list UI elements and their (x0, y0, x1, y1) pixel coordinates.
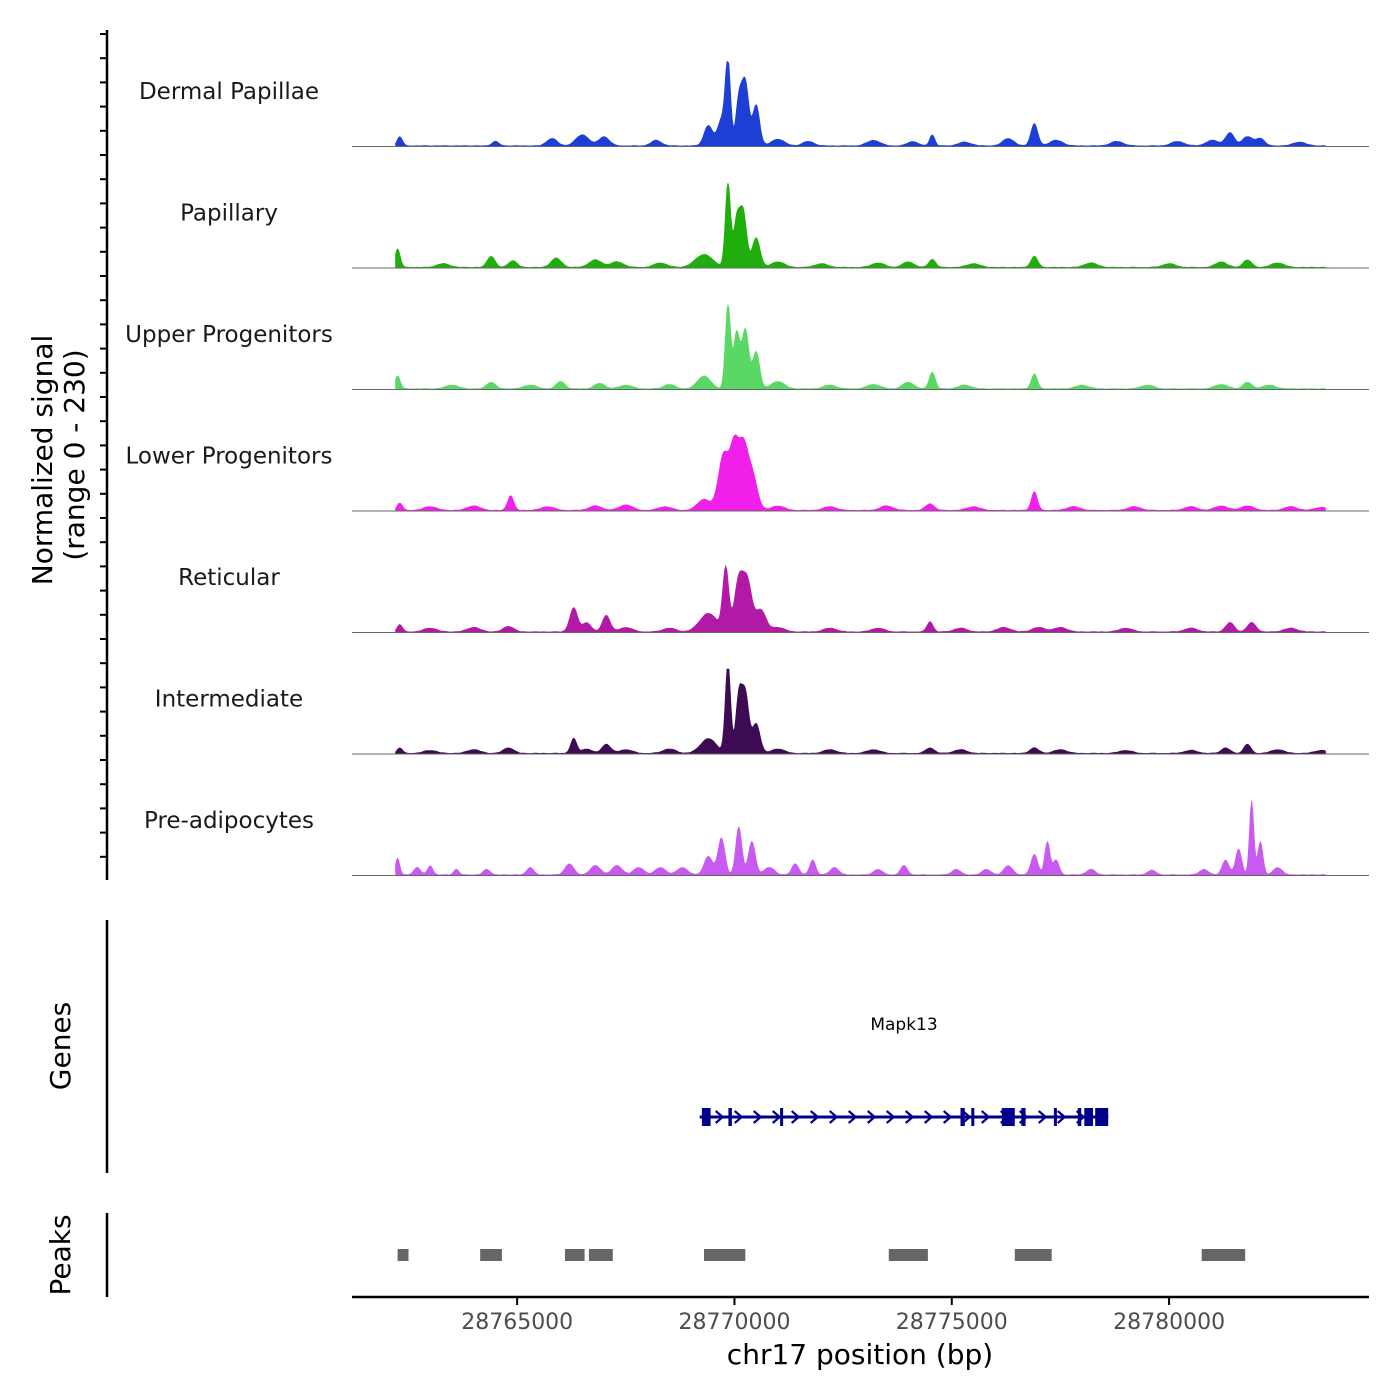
peak-region (704, 1249, 746, 1261)
coverage-area (395, 668, 1326, 755)
coverage-area (395, 304, 1326, 390)
peak-region (588, 1249, 613, 1261)
signal-y-axis (100, 30, 109, 880)
track-label: Lower Progenitors (126, 444, 333, 470)
strand-arrow (904, 1110, 915, 1124)
exon (780, 1108, 784, 1126)
track-label: Upper Progenitors (125, 322, 333, 348)
x-axis: 28765000 28770000 28775000 28780000 (352, 1295, 1369, 1335)
exon (1084, 1108, 1093, 1126)
peak-region (888, 1249, 928, 1261)
coverage-area (395, 434, 1326, 512)
coverage-tracks (352, 61, 1369, 876)
strand-arrow (752, 1110, 763, 1124)
track-label: Reticular (178, 565, 280, 591)
track-intermediate (352, 668, 1369, 755)
strand-arrow (809, 1110, 820, 1124)
strand-arrow (885, 1110, 896, 1124)
strand-arrow (942, 1110, 953, 1124)
peak-region (565, 1249, 585, 1261)
strand-arrow (923, 1110, 934, 1124)
track-reticular (352, 564, 1369, 633)
track-label: Papillary (180, 201, 278, 227)
exon (1077, 1108, 1082, 1126)
x-tick-label: 28775000 (896, 1310, 1008, 1335)
strand-arrow (714, 1110, 725, 1124)
peak-region (480, 1249, 502, 1261)
exon (728, 1108, 732, 1126)
exon (701, 1108, 711, 1126)
strand-arrow (1037, 1110, 1048, 1124)
strand-arrow (847, 1110, 858, 1124)
track-label: Dermal Papillae (139, 79, 319, 105)
peaks-panel: Peaks (44, 1213, 1246, 1297)
peak-regions (397, 1249, 1246, 1261)
strand-arrow (771, 1110, 782, 1124)
track-papillary (352, 182, 1369, 269)
exon (960, 1108, 965, 1126)
track-labels: Dermal Papillae Papillary Upper Progenitor… (125, 79, 333, 834)
x-tick-label: 28780000 (1113, 1310, 1225, 1335)
exon (971, 1108, 975, 1126)
strand-arrow (866, 1110, 877, 1124)
coverage-area (395, 564, 1326, 633)
strand-arrow (828, 1110, 839, 1124)
y-axis-title-line2: (range 0 - 230) (58, 349, 91, 560)
strand-arrow (980, 1110, 991, 1124)
peak-region (1014, 1249, 1052, 1261)
peak-region (397, 1249, 409, 1261)
coverage-area (395, 61, 1326, 147)
x-tick-label: 28765000 (461, 1310, 573, 1335)
track-pre-adipocytes (352, 800, 1369, 876)
track-label: Pre-adipocytes (144, 808, 314, 834)
track-dermal-papillae (352, 61, 1369, 147)
exon (1095, 1108, 1109, 1126)
peaks-panel-title: Peaks (44, 1214, 77, 1295)
x-tick-label: 28770000 (679, 1310, 791, 1335)
gene-models: Mapk13 (699, 1015, 1109, 1126)
strand-arrow (1056, 1110, 1067, 1124)
gene-mapk13: Mapk13 (699, 1015, 1109, 1126)
coverage-area (395, 800, 1326, 876)
coverage-area (395, 182, 1326, 269)
track-lower-progenitors (352, 434, 1369, 512)
track-upper-progenitors (352, 304, 1369, 390)
exon (1001, 1108, 1015, 1126)
gene-label: Mapk13 (870, 1015, 937, 1035)
exon (1053, 1108, 1057, 1126)
genes-panel-title: Genes (44, 1002, 77, 1090)
genes-panel: Genes Mapk13 (44, 920, 1109, 1173)
y-axis-title-line1: Normalized signal (26, 335, 59, 586)
track-label: Intermediate (155, 687, 303, 713)
strand-arrow (790, 1110, 801, 1124)
x-axis-title: chr17 position (bp) (727, 1338, 993, 1371)
exon (1021, 1108, 1026, 1126)
strand-arrow (733, 1110, 744, 1124)
strand-arrow (961, 1110, 972, 1124)
peak-region (1201, 1249, 1246, 1261)
